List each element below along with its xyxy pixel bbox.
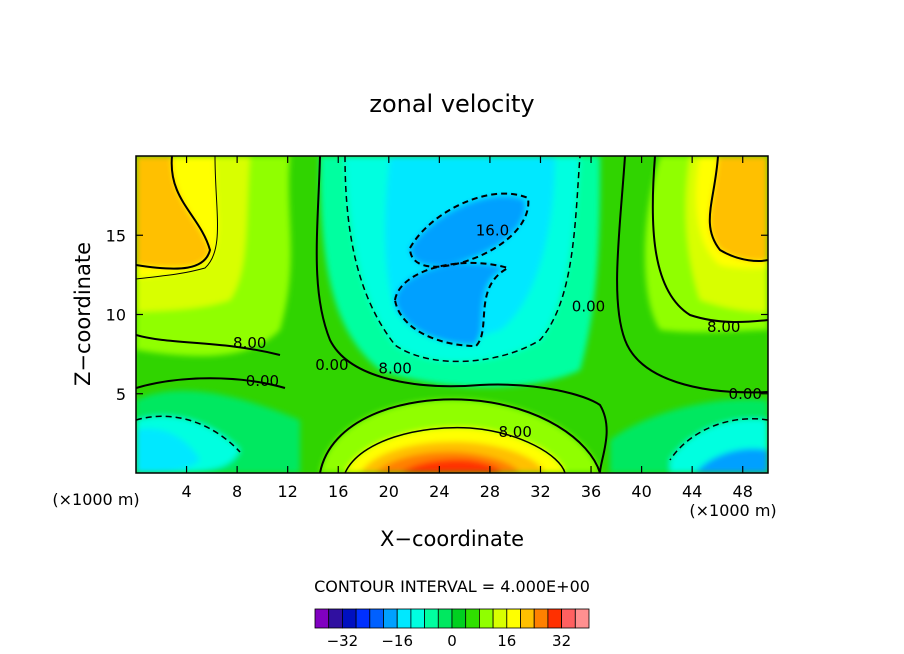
contour-label: 0.00 <box>246 372 279 390</box>
contour-label: 0.00 <box>729 385 762 403</box>
colorbar-swatch <box>396 608 412 629</box>
contour-interval-label: CONTOUR INTERVAL = 4.000E+00 <box>314 577 590 596</box>
x-tick-label: 24 <box>429 482 449 501</box>
colorbar-swatch <box>424 608 439 629</box>
field-region-blue-upper <box>410 196 526 266</box>
x-tick-label: 20 <box>379 482 399 501</box>
x-tick-label: 16 <box>328 482 348 501</box>
colorbar-swatch <box>451 608 467 629</box>
colorbar-swatch <box>437 608 453 629</box>
colorbar: −32 −16 0 16 32 <box>314 608 590 650</box>
contour-line-right-8 <box>651 156 768 324</box>
contour-line-left-8 <box>136 334 281 356</box>
x-tick-label: 48 <box>733 482 753 501</box>
contour-label: 0.00 <box>315 356 348 374</box>
x-tick-label: 4 <box>181 482 191 501</box>
colorbar-swatch <box>383 608 398 629</box>
contour-line-lowerright-dash <box>669 418 768 461</box>
colorbar-swatch <box>574 608 590 629</box>
contour-line-center-dash-16-upper <box>408 192 530 268</box>
contour-lines <box>136 156 768 473</box>
colorbar-swatch <box>561 608 576 629</box>
colorbar-swatch <box>328 608 343 629</box>
field-region-jet-red <box>400 459 502 473</box>
colorbar-tick-label: 0 <box>447 632 457 650</box>
y-axis-label: Z−coordinate <box>71 242 95 386</box>
contour-label: 16.0 <box>476 221 509 239</box>
colorbar-swatch <box>520 608 535 629</box>
contour-line-left-mid <box>136 156 218 280</box>
colorbar-tick-label: 32 <box>552 632 571 650</box>
x-unit-left: (×1000 m) <box>52 490 139 509</box>
colorbar-swatch <box>547 608 563 629</box>
chart-title: zonal velocity <box>369 90 534 118</box>
y-tick-label: 5 <box>116 385 126 404</box>
contour-label: 0.00 <box>572 298 605 316</box>
x-axis-label: X−coordinate <box>380 527 524 551</box>
x-tick-label: 32 <box>530 482 550 501</box>
contour-line-lowerleft-dash <box>136 415 241 453</box>
x-tick-label: 36 <box>581 482 601 501</box>
colorbar-swatch <box>355 608 371 629</box>
contour-labels: 8.00 0.00 0.00 8.00 16.0 0.00 8.00 8.00 0.00 <box>233 221 762 440</box>
contour-line-center-dash-16-lower <box>393 261 511 348</box>
x-axis: 4 8 12 16 20 24 28 32 36 40 44 48 <box>181 156 753 501</box>
x-tick-label: 40 <box>631 482 651 501</box>
contour-line-center-dash-outer <box>344 156 581 363</box>
colorbar-tick-label: 16 <box>497 632 516 650</box>
field-region-blue-lower <box>395 263 505 345</box>
y-tick-label: 10 <box>106 306 126 325</box>
contour-line-bottom-jet-outer <box>319 398 601 473</box>
velocity-field: 8.00 0.00 0.00 8.00 16.0 0.00 8.00 8.00 0.00 <box>136 156 768 473</box>
x-tick-label: 44 <box>682 482 702 501</box>
colorbar-swatch <box>465 608 480 629</box>
colorbar-swatch <box>341 608 357 629</box>
y-axis: 5 10 15 <box>106 226 768 404</box>
colorbar-swatch <box>410 608 425 629</box>
y-tick-label: 15 <box>106 226 126 245</box>
colorbar-swatch <box>533 608 549 629</box>
contour-line-center-0 <box>315 156 608 473</box>
contour-label: 8.00 <box>707 318 740 336</box>
colorbar-swatch <box>369 608 384 629</box>
contour-label: 8.00 <box>378 359 411 377</box>
colorbar-swatch <box>506 608 521 629</box>
contour-line-bottom-jet-inner <box>344 426 566 473</box>
x-tick-label: 8 <box>232 482 242 501</box>
contour-label: 8.00 <box>498 423 531 441</box>
colorbar-swatch <box>478 608 494 629</box>
field-region-lowerleft-lightblue <box>136 428 200 473</box>
contour-line-left-upper <box>136 156 212 270</box>
contour-line-left-0 <box>136 377 286 389</box>
field-region-lowerright-blue <box>695 448 768 473</box>
x-tick-label: 28 <box>480 482 500 501</box>
colorbar-tick-label: −32 <box>327 632 359 650</box>
colorbar-swatch <box>314 608 330 629</box>
field-region-right-orange <box>709 156 768 261</box>
field-region-left-orange <box>136 156 210 268</box>
colorbar-swatch <box>492 608 508 629</box>
contour-line-right-upper <box>708 156 768 262</box>
colorbar-tick-label: −16 <box>381 632 413 650</box>
contour-label: 8.00 <box>233 334 266 352</box>
x-tick-label: 12 <box>278 482 298 501</box>
x-unit-right: (×1000 m) <box>689 501 776 520</box>
contour-line-right-0 <box>616 156 768 394</box>
